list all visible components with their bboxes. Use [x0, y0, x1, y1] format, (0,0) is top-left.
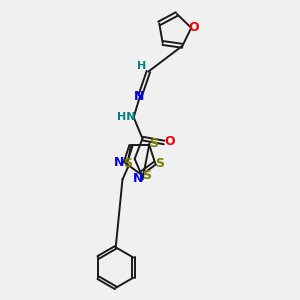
- Text: N: N: [134, 90, 145, 103]
- Text: S: S: [142, 169, 152, 182]
- Text: H: H: [136, 61, 146, 71]
- Text: S: S: [124, 157, 133, 169]
- Text: N: N: [114, 156, 124, 169]
- Text: S: S: [155, 157, 164, 170]
- Text: HN: HN: [117, 112, 136, 122]
- Text: S: S: [149, 137, 158, 150]
- Text: O: O: [164, 135, 175, 148]
- Text: N: N: [132, 172, 143, 185]
- Text: O: O: [188, 21, 199, 34]
